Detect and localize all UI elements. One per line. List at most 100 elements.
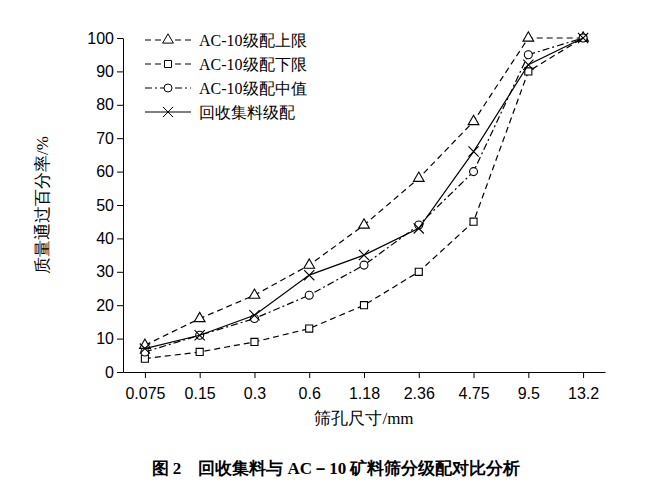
- y-tick-mark: [117, 238, 123, 239]
- y-tick: 0: [105, 364, 123, 381]
- x-tick-label: 2.36: [404, 385, 435, 402]
- y-axis-line: [123, 39, 124, 373]
- y-axis: 0 10 20 30 40 50 60 70 80 90 100: [87, 30, 123, 381]
- series-marker: [360, 261, 368, 269]
- series-marker: [468, 115, 479, 124]
- y-tick-mark: [117, 138, 123, 139]
- series-marker: [195, 330, 205, 340]
- x-tick-mark: [364, 372, 365, 378]
- legend-item: AC-10级配中值: [145, 80, 307, 97]
- x-tick-label: 9.5: [518, 385, 540, 402]
- chart: 0 10 20 30 40 50 60 70 80 90 100 0.075 0.15 0.3 0.6 1.1…: [0, 0, 672, 496]
- x-tick-label: 1.18: [349, 385, 380, 402]
- series-line: [145, 38, 583, 352]
- series-marker: [249, 310, 259, 320]
- x-tick-label: 0.075: [125, 385, 165, 402]
- y-tick-label: 10: [96, 330, 114, 347]
- x-tick-mark: [254, 372, 255, 378]
- x-tick-label: 0.6: [299, 385, 321, 402]
- series-marker: [414, 223, 424, 233]
- x-tick-mark: [583, 372, 584, 378]
- series-marker: [304, 259, 315, 268]
- y-tick-mark: [117, 71, 123, 72]
- x-tick-mark: [200, 372, 201, 378]
- y-tick-mark: [117, 272, 123, 273]
- y-tick-label: 20: [96, 297, 114, 314]
- x-tick: 1.18: [349, 372, 380, 402]
- legend-label: AC-10级配中值: [199, 80, 307, 97]
- legend-item: AC-10级配下限: [145, 56, 307, 73]
- series-line: [145, 38, 583, 359]
- x-tick-label: 0.3: [244, 385, 266, 402]
- x-tick: 0.6: [299, 372, 321, 402]
- y-tick: 20: [96, 297, 123, 314]
- y-tick: 90: [96, 63, 123, 80]
- series-marker: [251, 338, 258, 345]
- legend-label: 回收集料级配: [199, 104, 295, 121]
- legend-marker: [163, 34, 174, 43]
- legend-marker: [164, 84, 172, 92]
- legend-marker: [164, 60, 171, 67]
- series-line: [145, 38, 583, 349]
- plot-area: [140, 32, 589, 362]
- x-tick-mark: [309, 372, 310, 378]
- series-marker: [249, 289, 260, 298]
- x-tick: 0.3: [244, 372, 266, 402]
- y-tick-label: 90: [96, 63, 114, 80]
- x-axis: 0.075 0.15 0.3 0.6 1.18 2.36 4.75 9.5 13.2: [124, 372, 606, 402]
- series-marker: [304, 270, 314, 280]
- series-marker: [140, 344, 150, 354]
- series-marker: [578, 33, 588, 43]
- chart-title: 图 2 回收集料与 AC－10 矿料筛分级配对比分析: [152, 459, 521, 478]
- legend: AC-10级配上限 AC-10级配下限 AC-10级配中值回收集料级配: [145, 32, 307, 121]
- x-tick: 0.075: [125, 372, 165, 402]
- y-tick-mark: [117, 205, 123, 206]
- series-marker: [360, 302, 367, 309]
- series-marker: [140, 339, 151, 348]
- x-tick: 13.2: [568, 372, 599, 402]
- y-tick: 10: [96, 330, 123, 347]
- y-tick-label: 30: [96, 263, 114, 280]
- x-tick-mark: [474, 372, 475, 378]
- legend-label: AC-10级配上限: [199, 32, 307, 49]
- series-marker: [470, 218, 477, 225]
- y-tick: 60: [96, 163, 123, 180]
- y-tick-mark: [117, 105, 123, 106]
- y-tick: 50: [96, 197, 123, 214]
- y-tick-label: 40: [96, 230, 114, 247]
- x-tick-mark: [145, 372, 146, 378]
- x-tick-mark: [528, 372, 529, 378]
- y-tick: 80: [96, 96, 123, 113]
- series-marker: [196, 348, 203, 355]
- series-marker: [470, 168, 478, 176]
- legend-item: AC-10级配上限: [145, 32, 307, 49]
- series-marker: [306, 325, 313, 332]
- series-marker: [194, 312, 205, 321]
- y-tick-label: 100: [87, 30, 114, 47]
- y-tick: 100: [87, 30, 123, 47]
- series-marker: [305, 291, 313, 299]
- series-line: [145, 38, 583, 345]
- x-tick: 9.5: [518, 372, 540, 402]
- y-tick-label: 80: [96, 96, 114, 113]
- x-tick: 4.75: [458, 372, 489, 402]
- series-marker: [359, 219, 370, 228]
- legend-item: 回收集料级配: [145, 104, 295, 121]
- x-tick-label: 13.2: [568, 385, 599, 402]
- series-marker: [524, 51, 532, 59]
- y-tick-label: 50: [96, 197, 114, 214]
- y-tick-mark: [117, 305, 123, 306]
- x-tick: 0.15: [185, 372, 216, 402]
- y-tick-label: 70: [96, 130, 114, 147]
- series-marker: [415, 268, 422, 275]
- x-tick-label: 4.75: [458, 385, 489, 402]
- x-tick-mark: [419, 372, 420, 378]
- legend-label: AC-10级配下限: [199, 56, 307, 73]
- legend-marker: [163, 107, 173, 117]
- series-marker: [359, 250, 369, 260]
- series-marker: [413, 172, 424, 181]
- series-marker: [523, 32, 534, 41]
- y-tick-mark: [117, 372, 123, 373]
- series-marker: [468, 146, 478, 156]
- y-axis-title: 质量通过百分率/%: [33, 136, 52, 274]
